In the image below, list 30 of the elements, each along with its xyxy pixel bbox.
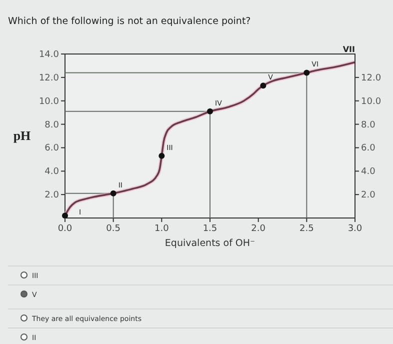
y2-tick-label: 12.0 bbox=[361, 73, 382, 84]
point bbox=[207, 108, 213, 114]
x-tick-label: 3.0 bbox=[348, 224, 362, 234]
x-tick-label: 2.0 bbox=[251, 224, 266, 234]
x-tick-label: 2.5 bbox=[300, 224, 314, 234]
y2-tick-label: 10.0 bbox=[361, 96, 382, 107]
y2-tick-label: 4.0 bbox=[361, 167, 376, 178]
y-tick-label: 4.0 bbox=[44, 167, 60, 178]
x-tick-label: 0.5 bbox=[106, 224, 120, 234]
y-axis-title: pH bbox=[13, 128, 31, 143]
point bbox=[110, 190, 116, 196]
y2-tick-label: 2.0 bbox=[361, 190, 376, 201]
x-tick-label: 1.5 bbox=[202, 224, 218, 234]
chart-title: Which of the following is not an equivalence point? bbox=[8, 16, 251, 27]
point bbox=[304, 70, 310, 76]
point bbox=[62, 212, 68, 219]
x-tick-label: 0.0 bbox=[58, 224, 72, 234]
x-tick-label: 1.0 bbox=[154, 224, 170, 234]
y-tick-label: 6.0 bbox=[44, 144, 60, 154]
y-tick-label: 8.0 bbox=[44, 120, 60, 130]
annotation: VII bbox=[342, 45, 356, 54]
y-tick-label: 14.0 bbox=[38, 50, 60, 60]
y2-tick-label: 6.0 bbox=[361, 144, 376, 154]
y-tick-label: 12.0 bbox=[38, 73, 60, 84]
y-tick-label: 2.0 bbox=[44, 190, 60, 201]
point bbox=[158, 152, 165, 159]
y2-tick-label: 8.0 bbox=[361, 120, 376, 130]
x-axis-title: Equivalents of OH⁻ bbox=[164, 238, 256, 249]
y-tick-label: 10.0 bbox=[38, 96, 60, 107]
point bbox=[260, 82, 266, 89]
